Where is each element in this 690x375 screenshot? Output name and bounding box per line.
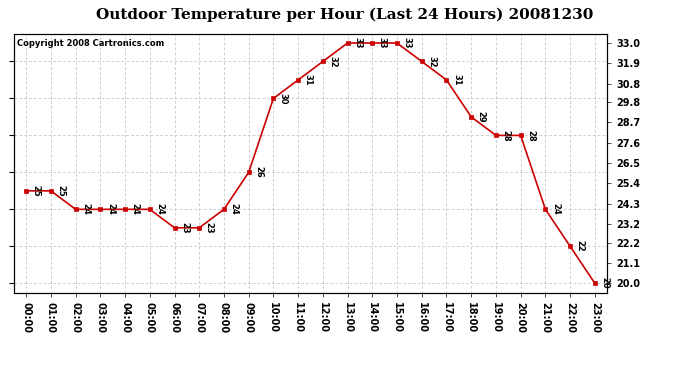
Text: 23: 23 bbox=[180, 222, 189, 234]
Text: 32: 32 bbox=[328, 56, 337, 67]
Text: 32: 32 bbox=[427, 56, 436, 67]
Text: 23: 23 bbox=[205, 222, 214, 234]
Text: 24: 24 bbox=[81, 204, 90, 215]
Text: 33: 33 bbox=[378, 37, 387, 49]
Text: 25: 25 bbox=[57, 185, 66, 197]
Text: 24: 24 bbox=[551, 204, 560, 215]
Text: 31: 31 bbox=[304, 74, 313, 86]
Text: Copyright 2008 Cartronics.com: Copyright 2008 Cartronics.com bbox=[17, 39, 164, 48]
Text: 24: 24 bbox=[155, 204, 164, 215]
Text: 33: 33 bbox=[402, 37, 412, 49]
Text: Outdoor Temperature per Hour (Last 24 Hours) 20081230: Outdoor Temperature per Hour (Last 24 Ho… bbox=[97, 8, 593, 22]
Text: 30: 30 bbox=[279, 93, 288, 104]
Text: 28: 28 bbox=[526, 130, 535, 141]
Text: 22: 22 bbox=[575, 240, 584, 252]
Text: 24: 24 bbox=[106, 204, 115, 215]
Text: 31: 31 bbox=[452, 74, 461, 86]
Text: 24: 24 bbox=[130, 204, 139, 215]
Text: 26: 26 bbox=[254, 166, 264, 178]
Text: 20: 20 bbox=[600, 278, 609, 289]
Text: 24: 24 bbox=[230, 204, 239, 215]
Text: 33: 33 bbox=[353, 37, 362, 49]
Text: 28: 28 bbox=[502, 130, 511, 141]
Text: 25: 25 bbox=[32, 185, 41, 197]
Text: 29: 29 bbox=[477, 111, 486, 123]
